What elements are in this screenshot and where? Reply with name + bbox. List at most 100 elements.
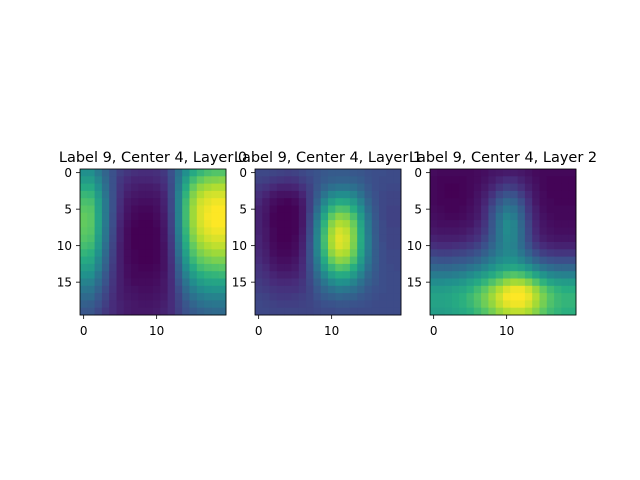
- heatmap-cell: [174, 176, 183, 184]
- heatmap-cell: [298, 293, 307, 301]
- heatmap-cell: [123, 256, 132, 265]
- heatmap-cell: [546, 256, 555, 265]
- heatmap-cell: [218, 271, 227, 279]
- heatmap-cell: [532, 278, 540, 287]
- heatmap-cell: [430, 212, 438, 221]
- heatmap-cell: [437, 169, 445, 177]
- heatmap-cell: [328, 212, 336, 221]
- heatmap-cell: [276, 234, 285, 243]
- heatmap-cell: [532, 183, 540, 192]
- heatmap-cell: [101, 293, 110, 301]
- heatmap-cell: [524, 169, 533, 177]
- heatmap-cell: [539, 285, 548, 294]
- heatmap-cell: [116, 220, 125, 228]
- heatmap-cell: [328, 278, 336, 287]
- heatmap-cell: [123, 300, 132, 309]
- heatmap-cell: [503, 183, 511, 192]
- heatmap-cell: [357, 220, 365, 228]
- heatmap-cell: [211, 271, 220, 279]
- heatmap-cell: [430, 234, 438, 243]
- heatmap-cell: [276, 176, 285, 184]
- heatmap-cell: [182, 190, 190, 199]
- heatmap-cell: [524, 183, 533, 192]
- heatmap-cell: [488, 293, 497, 301]
- heatmap-cell: [568, 285, 577, 294]
- heatmap-cell: [444, 227, 453, 236]
- heatmap-cell: [466, 227, 475, 236]
- heatmap-cell: [328, 249, 336, 257]
- heatmap-cell: [466, 307, 475, 316]
- heatmap-cell: [349, 220, 358, 228]
- heatmap-cell: [393, 234, 402, 243]
- heatmap-cell: [451, 285, 460, 294]
- heatmap-cell: [503, 176, 511, 184]
- heatmap-cell: [437, 176, 445, 184]
- heatmap-cell: [174, 169, 183, 177]
- heatmap-cell: [379, 190, 387, 199]
- heatmap-cell: [262, 307, 270, 316]
- heatmap-cell: [357, 285, 365, 294]
- heatmap-cell: [116, 249, 125, 257]
- heatmap-cell: [532, 300, 540, 309]
- heatmap-cell: [291, 285, 300, 294]
- heatmap-cell: [451, 271, 460, 279]
- heatmap-cell: [517, 307, 526, 316]
- heatmap-cell: [313, 293, 322, 301]
- heatmap-cell: [430, 190, 438, 199]
- heatmap-cell: [532, 263, 540, 272]
- heatmap-cell: [145, 307, 154, 316]
- heatmap-cell: [328, 285, 336, 294]
- heatmap-cell: [430, 300, 438, 309]
- heatmap-cell: [196, 234, 205, 243]
- heatmap-cell: [561, 198, 570, 206]
- heatmap-cell: [510, 220, 518, 228]
- heatmap-cell: [459, 249, 467, 257]
- heatmap-cell: [517, 205, 526, 214]
- heatmap-cell: [473, 183, 482, 192]
- heatmap-cell: [430, 263, 438, 272]
- heatmap-cell: [386, 190, 395, 199]
- heatmap-cell: [503, 249, 511, 257]
- heatmap-cell: [466, 256, 475, 265]
- heatmap-cell: [393, 198, 402, 206]
- heatmap-cell: [437, 256, 445, 265]
- heatmap-cell: [546, 212, 555, 221]
- heatmap-cell: [342, 293, 351, 301]
- heatmap-cell: [554, 198, 562, 206]
- heatmap-cell: [357, 234, 365, 243]
- heatmap-cell: [524, 212, 533, 221]
- heatmap-cell: [174, 271, 183, 279]
- heatmap-cell: [138, 176, 147, 184]
- heatmap-cell: [196, 285, 205, 294]
- heatmap-cell: [466, 293, 475, 301]
- heatmap-cell: [532, 307, 540, 316]
- heatmap-cell: [517, 271, 526, 279]
- heatmap-cell: [539, 278, 548, 287]
- heatmap-cell: [196, 256, 205, 265]
- heatmap-cell: [488, 190, 497, 199]
- heatmap-cell: [145, 198, 154, 206]
- heatmap-cell: [539, 300, 548, 309]
- heatmap-cell: [255, 249, 263, 257]
- heatmap-cell: [182, 220, 190, 228]
- heatmap-cell: [371, 285, 380, 294]
- heatmap-cell: [153, 220, 161, 228]
- heatmap-cell: [379, 176, 387, 184]
- heatmap-cell: [568, 278, 577, 287]
- heatmap-cell: [503, 293, 511, 301]
- heatmap-cell: [80, 242, 88, 250]
- heatmap-cell: [131, 242, 139, 250]
- heatmap-cell: [291, 169, 300, 177]
- heatmap-cell: [101, 212, 110, 221]
- heatmap-cell: [335, 263, 343, 272]
- heatmap-cell: [87, 307, 95, 316]
- heatmap-cell: [444, 293, 453, 301]
- heatmap-cell: [189, 271, 198, 279]
- heatmap-cell: [437, 263, 445, 272]
- heatmap-cell: [145, 242, 154, 250]
- heatmap-cell: [211, 293, 220, 301]
- heatmap-cell: [109, 285, 117, 294]
- heatmap-cell: [196, 183, 205, 192]
- heatmap-cell: [116, 212, 125, 221]
- heatmap-cell: [174, 212, 183, 221]
